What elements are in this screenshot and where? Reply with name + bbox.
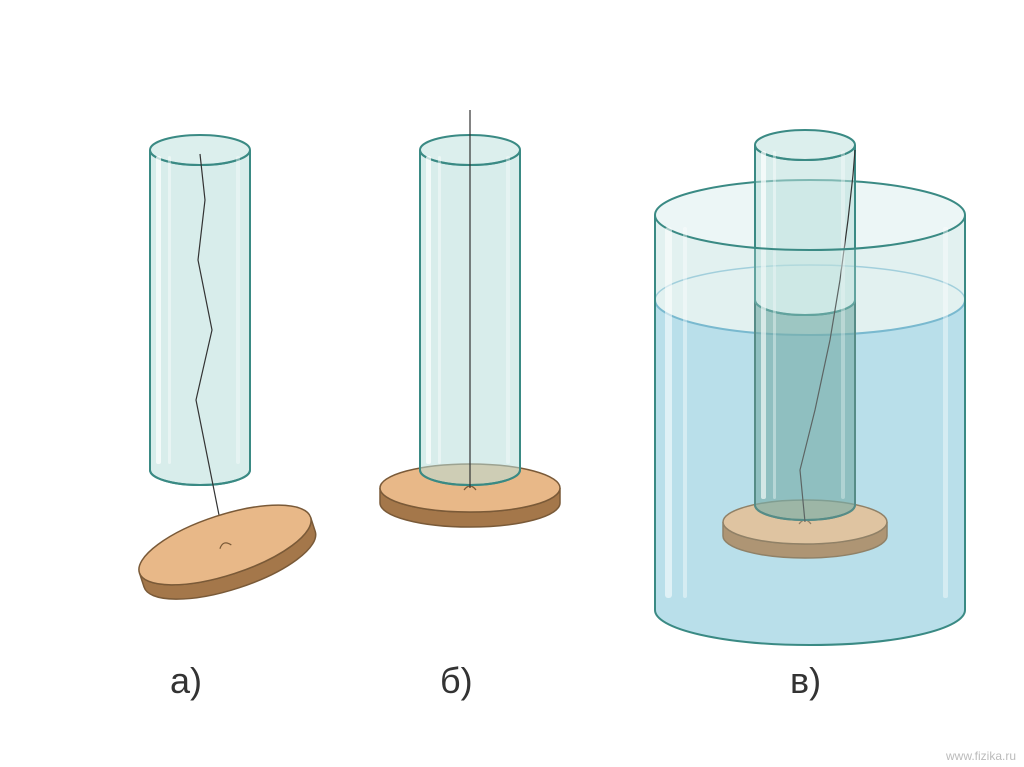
label-c: в) bbox=[790, 660, 821, 702]
panel-b bbox=[380, 110, 560, 527]
panel-a bbox=[130, 135, 324, 616]
label-a: а) bbox=[170, 660, 202, 702]
label-b: б) bbox=[440, 660, 473, 702]
watermark: www.fizika.ru bbox=[946, 749, 1016, 763]
diagram-svg bbox=[0, 0, 1024, 767]
panel-c bbox=[655, 130, 965, 645]
diagram-canvas: а) б) в) www.fizika.ru bbox=[0, 0, 1024, 767]
